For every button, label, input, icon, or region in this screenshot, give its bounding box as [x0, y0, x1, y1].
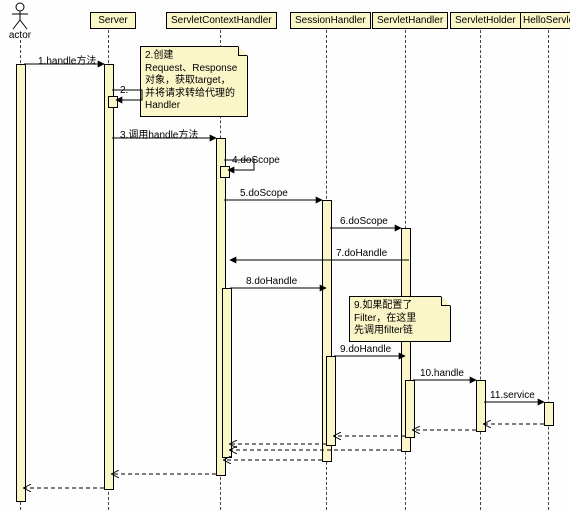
activation-actor	[16, 64, 26, 502]
lifeline-hello	[548, 30, 549, 510]
msg-10-label: 10.handle	[420, 368, 464, 379]
sequence-diagram: actor Server ServletContextHandler Sessi…	[0, 0, 570, 513]
msg-3-label: 3.调用handle方法	[120, 126, 198, 141]
activation-server	[104, 64, 114, 490]
participant-servlethandler: ServletHandler	[372, 12, 448, 29]
msg-11-label: 11.service	[490, 390, 535, 401]
note-line: Request、Response	[145, 63, 237, 74]
note-line: 2.创建	[145, 50, 173, 61]
activation-ctx2	[222, 288, 232, 458]
activation-server-self	[108, 96, 118, 108]
participant-servletcontexthandler: ServletContextHandler	[166, 12, 277, 29]
activation-sh2	[405, 380, 415, 438]
arrows-layer	[0, 0, 570, 513]
participant-servletholder: ServletHolder	[450, 12, 521, 29]
note-line: 并将请求转给代理的	[145, 88, 235, 99]
msg-5-label: 5.doScope	[240, 188, 288, 199]
participant-helloservlet: HelloServlet	[520, 12, 570, 29]
msg-4-label: 4.doScope	[232, 155, 280, 166]
msg-6-label: 6.doScope	[340, 216, 388, 227]
activation-ctx-self	[220, 166, 230, 178]
note-line: Handler	[145, 100, 180, 111]
note-create-request: 2.创建 Request、Response 对象，获取target， 并将请求转…	[140, 46, 248, 117]
msg-9-label: 9.doHandle	[340, 344, 391, 355]
note-line: 先调用filter链	[354, 325, 413, 336]
note-filter: 9.如果配置了 Filter，在这里 先调用filter链	[349, 296, 451, 342]
note-line: 9.如果配置了	[354, 300, 412, 311]
activation-hello	[544, 402, 554, 426]
participant-sessionhandler: SessionHandler	[290, 12, 371, 29]
msg-7-label: 7.doHandle	[336, 248, 387, 259]
msg-2-label: 2.	[120, 85, 128, 96]
note-line: 对象，获取target，	[145, 75, 231, 86]
participant-server: Server	[90, 12, 136, 29]
activation-hold	[476, 380, 486, 432]
lifeline-hold	[480, 30, 481, 510]
msg-8-label: 8.doHandle	[246, 276, 297, 287]
note-line: Filter，在这里	[354, 313, 416, 324]
actor-icon	[10, 2, 30, 30]
msg-1-label: 1.handle方法	[38, 52, 96, 67]
activation-sess2	[326, 356, 336, 446]
